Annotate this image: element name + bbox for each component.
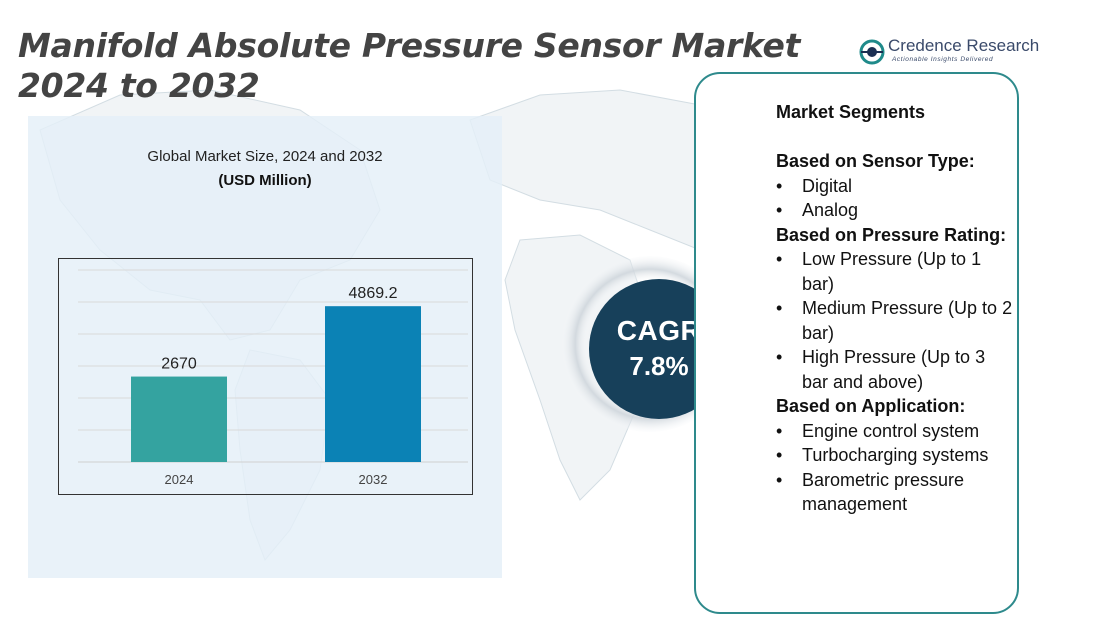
segment-item-label: Analog [802,200,859,220]
bullet-icon: • [776,298,783,318]
segment-item-label: Low Pressure (Up to 1 bar) [802,249,982,294]
bar-chart: 2670 2024 4869.2 2032 [58,258,473,495]
logo-tagline: Actionable Insights Delivered [892,56,994,63]
segment-item: • High Pressure (Up to 3 bar and above) [776,345,1016,394]
market-segments-panel: Market Segments Based on Sensor Type: • Di… [694,72,1019,614]
chart-title: Global Market Size, 2024 and 2032 [147,148,383,165]
bullet-icon: • [776,249,783,269]
segment-item: • Digital [776,174,1016,199]
logo-name: Credence Research [888,36,1040,55]
segment-item-label: High Pressure (Up to 3 bar and above) [802,347,986,392]
chart-subtitle: (USD Million) [218,172,312,189]
segment-item: • Analog [776,198,1016,223]
bullet-icon: • [776,200,783,220]
segment-item-label: Barometric pressure management [802,469,965,515]
cagr-label: CAGR [616,315,702,346]
segment-heading: Based on Application: [776,396,966,416]
cagr-value: 7.8% [629,351,689,381]
segment-item-label: Digital [802,175,853,196]
bullet-icon: • [776,445,783,465]
chart-panel: Global Market Size, 2024 and 2032 (USD M… [28,116,502,578]
bullet-icon: • [776,175,783,196]
bullet-icon: • [776,347,783,367]
segment-heading: Based on Sensor Type: [776,151,975,171]
segment-item-label: Medium Pressure (Up to 2 bar) [802,298,1013,343]
bar-2024 [131,376,227,462]
credence-research-logo: Credence Research Actionable Insights De… [858,36,1040,70]
segment-item: • Low Pressure (Up to 1 bar) [776,247,1016,296]
segment-heading: Based on Pressure Rating: [776,224,1007,245]
x-tick-label-2032: 2032 [359,472,388,487]
segment-item: • Barometric pressure management [776,468,1016,517]
bullet-icon: • [776,469,783,490]
data-label-2032: 4869.2 [349,285,398,302]
logo-globe-icon [859,39,885,65]
data-label-2024: 2670 [161,356,197,373]
page-title: Manifold Absolute Pressure Sensor Market… [18,26,801,105]
segment-item: • Turbocharging systems [776,443,1016,468]
x-tick-label-2024: 2024 [165,472,194,487]
segment-item-label: Engine control system [802,420,980,441]
segment-item-label: Turbocharging systems [802,445,989,465]
bullet-icon: • [776,420,783,441]
segments-list: Based on Sensor Type: • Digital • Analog Base… [776,149,1016,517]
plot-frame [58,258,473,495]
bar-2032 [325,306,421,462]
segments-title: Market Segments [776,102,926,122]
segment-item: • Medium Pressure (Up to 2 bar) [776,296,1016,345]
segment-item: • Engine control system [776,419,1016,444]
